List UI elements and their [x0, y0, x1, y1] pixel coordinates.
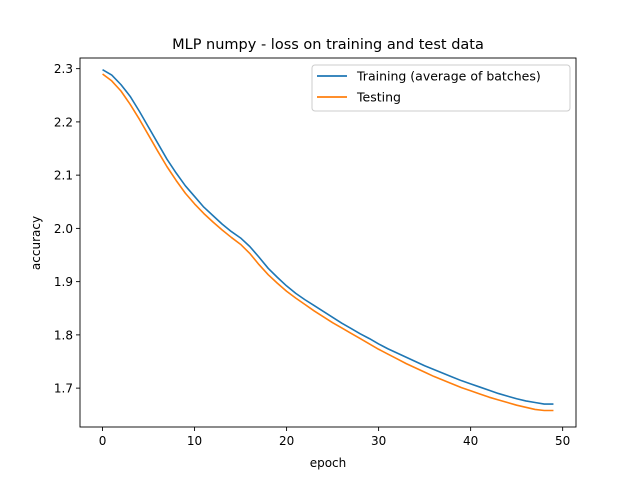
y-tick-label: 2.1: [54, 169, 73, 183]
y-axis-label: accuracy: [29, 216, 43, 270]
y-tick-label: 2.2: [54, 115, 73, 129]
y-tick-label: 2.3: [54, 62, 73, 76]
series-line-1: [102, 69, 554, 405]
y-tick-label: 1.8: [54, 328, 73, 342]
chart-title: MLP numpy - loss on training and test da…: [172, 37, 484, 53]
x-axis-label: epoch: [310, 456, 347, 470]
series-line-2: [102, 73, 554, 412]
x-tick-label: 10: [187, 434, 202, 448]
x-tick-label: 40: [463, 434, 478, 448]
legend: Training (average of batches) Testing: [311, 64, 571, 112]
legend-entry-2: Testing: [356, 90, 401, 105]
y-axis: 1.7 1.8 1.9 2.0 2.1 2.2 2.3: [54, 62, 80, 396]
plot-area: [79, 57, 577, 428]
legend-entry-1: Training (average of batches): [356, 69, 541, 84]
x-tick-label: 20: [279, 434, 294, 448]
x-tick-label: 50: [555, 434, 570, 448]
y-tick-label: 1.7: [54, 382, 73, 396]
x-tick-label: 0: [99, 434, 107, 448]
plot-frame: [79, 57, 577, 428]
y-tick-label: 1.9: [54, 275, 73, 289]
legend-box: [311, 64, 571, 112]
x-axis: 0 10 20 30 40 50: [99, 427, 570, 448]
y-tick-label: 2.0: [54, 222, 73, 236]
x-tick-label: 30: [371, 434, 386, 448]
